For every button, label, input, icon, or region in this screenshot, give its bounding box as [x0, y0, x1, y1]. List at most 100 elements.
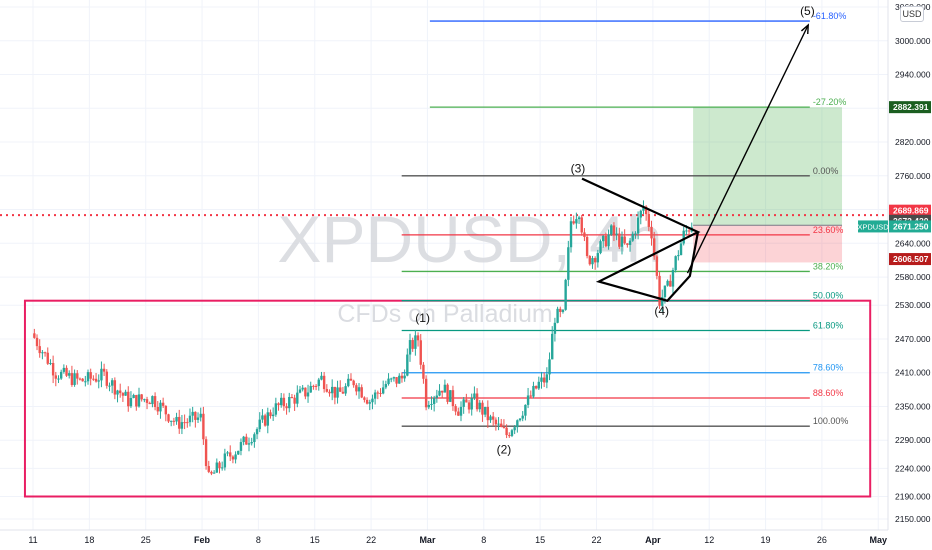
- candle-body: [685, 230, 688, 232]
- candle-body: [347, 378, 350, 387]
- candle-body: [161, 402, 165, 406]
- candle-body: [467, 402, 471, 410]
- price-tick-label: 2290.000: [895, 435, 931, 445]
- candle-body: [387, 378, 390, 385]
- candle-body: [540, 377, 543, 382]
- candle-body: [400, 375, 404, 379]
- candle-body: [330, 386, 334, 394]
- fib-level-label: 61.80%: [813, 321, 844, 331]
- long-position-tool[interactable]: [693, 107, 843, 263]
- candle-body: [524, 404, 527, 416]
- fib-level-label: 50.00%: [813, 291, 844, 301]
- candle-body: [365, 399, 369, 404]
- currency-badge[interactable]: USD: [900, 6, 924, 22]
- candle-body: [443, 384, 447, 393]
- candle-body: [357, 387, 361, 392]
- candle-body: [631, 233, 634, 241]
- candle-body: [373, 392, 377, 399]
- candle-body: [62, 367, 66, 372]
- fib-level-label: 0.00%: [813, 166, 839, 176]
- candle-body: [459, 406, 463, 416]
- candle-body: [196, 417, 200, 420]
- candle-body: [521, 415, 524, 419]
- candle-body: [446, 384, 449, 402]
- candle-body: [663, 285, 667, 298]
- candle-body: [46, 352, 49, 364]
- candle-body: [296, 392, 299, 404]
- candle-body: [81, 378, 84, 382]
- projection-arrow-line[interactable]: [686, 24, 809, 274]
- candle-body: [408, 340, 412, 355]
- candle-body: [333, 386, 337, 398]
- candle-body: [239, 442, 243, 451]
- wave-label: (4): [654, 304, 669, 318]
- trend-drawings[interactable]: [581, 23, 810, 302]
- candle-body: [392, 377, 396, 379]
- candle-body: [86, 372, 90, 382]
- price-tick-label: 2190.000: [895, 491, 931, 501]
- candle-body: [634, 233, 637, 235]
- time-tick-label: Mar: [419, 535, 436, 545]
- candle-body: [567, 247, 570, 280]
- triangle-pattern[interactable]: [581, 177, 701, 302]
- candle-body: [54, 375, 58, 379]
- candlestick-series: [33, 200, 693, 476]
- candle-body: [143, 399, 146, 401]
- candle-body: [269, 412, 272, 417]
- candle-body: [572, 221, 575, 224]
- candle-body: [430, 403, 433, 405]
- time-axis[interactable]: 11 18 25 Feb 8 15 22 Mar 8 15 22 Apr 12 19 26 May: [0, 529, 932, 550]
- candle-body: [51, 363, 55, 376]
- candle-body: [266, 412, 269, 426]
- candle-body: [73, 373, 76, 385]
- time-tick-label: 8: [256, 535, 261, 545]
- price-tick-label: 2410.000: [895, 368, 931, 378]
- candle-body: [411, 340, 414, 349]
- projection-arrow-head[interactable]: [800, 23, 810, 35]
- candle-body: [282, 397, 286, 407]
- candle-body: [164, 405, 168, 415]
- candle-body: [245, 436, 248, 445]
- price-axis[interactable]: 2150.000 2190.000 2240.000 2290.000 2350.000…: [857, 0, 932, 550]
- price-label-background: [889, 220, 931, 233]
- wave-label: (3): [571, 161, 586, 175]
- candle-body: [102, 368, 106, 372]
- candle-body: [135, 395, 138, 407]
- symbol-tag-background: [858, 220, 888, 233]
- candle-body: [261, 415, 264, 420]
- candle-body: [355, 385, 358, 392]
- candle-body: [49, 363, 52, 365]
- fib-level-label: -61.80%: [813, 11, 847, 21]
- candle-body: [352, 380, 355, 386]
- time-tick-label: May: [869, 535, 887, 545]
- candle-body: [258, 419, 261, 430]
- fib-retracement[interactable]: -61.80% -27.20% 0.00% 23.60% 38.20% 50.00% 61.…: [0, 11, 888, 427]
- candle-body: [636, 217, 640, 234]
- position-stop-zone[interactable]: [693, 225, 843, 263]
- candle-body: [588, 256, 591, 265]
- candle-body: [473, 393, 476, 399]
- candle-body: [306, 392, 310, 397]
- candle-body: [497, 423, 500, 425]
- candle-body: [336, 387, 339, 398]
- position-target-zone[interactable]: [693, 107, 843, 226]
- candle-body: [314, 385, 318, 387]
- candle-body: [229, 452, 232, 457]
- candle-body: [322, 375, 326, 390]
- candle-body: [596, 253, 600, 263]
- wave-label: (2): [497, 443, 512, 457]
- candle-body: [280, 397, 283, 406]
- price-tick-label: 2240.000: [895, 463, 931, 473]
- candle-body: [615, 233, 618, 235]
- candle-body: [215, 462, 219, 473]
- candle-body: [38, 346, 41, 354]
- candle-body: [376, 392, 380, 394]
- candle-body: [288, 397, 291, 409]
- candle-body: [70, 373, 74, 385]
- candle-body: [207, 466, 210, 472]
- candle-body: [255, 429, 259, 435]
- candle-body: [593, 258, 597, 263]
- symbol-tag: XPDUSD: [857, 222, 889, 231]
- candle-body: [328, 391, 331, 394]
